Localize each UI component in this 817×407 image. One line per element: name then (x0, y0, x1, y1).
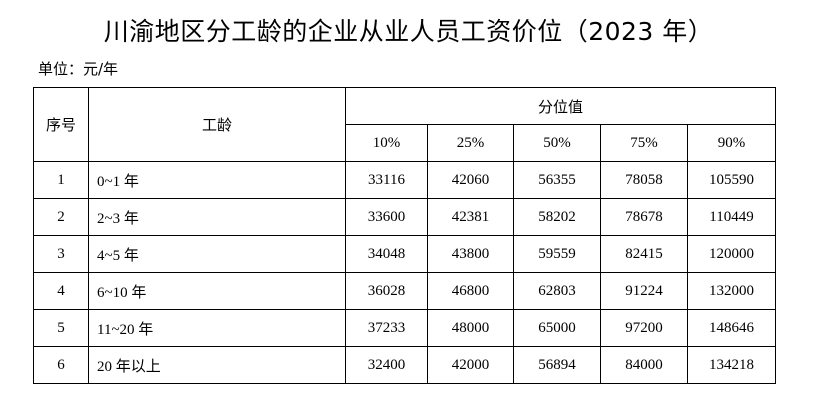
header-percentile: 75% (600, 124, 688, 162)
row-value: 43800 (427, 235, 514, 273)
row-value: 97200 (600, 309, 688, 347)
header-tenure: 工龄 (88, 87, 346, 162)
header-percentile: 50% (513, 124, 601, 162)
row-value: 36028 (345, 272, 428, 310)
row-value: 33600 (345, 198, 428, 236)
row-value: 59559 (513, 235, 601, 273)
header-percentile: 25% (427, 124, 514, 162)
table-row: 4 6~10 年 36028 46800 62803 91224 132000 (33, 272, 776, 310)
row-value: 34048 (345, 235, 428, 273)
wage-table: 序号 工龄 分位值 10% 25% 50% 75% 90% 1 0~1 年 33116 420… (33, 87, 776, 384)
row-tenure: 6~10 年 (88, 272, 346, 310)
row-value: 46800 (427, 272, 514, 310)
row-seq: 6 (33, 346, 89, 384)
row-value: 62803 (513, 272, 601, 310)
header-percentile: 90% (687, 124, 776, 162)
row-value: 48000 (427, 309, 514, 347)
row-value: 134218 (687, 346, 776, 384)
row-tenure: 4~5 年 (88, 235, 346, 273)
table-row: 3 4~5 年 34048 43800 59559 82415 120000 (33, 235, 776, 273)
row-value: 91224 (600, 272, 688, 310)
row-seq: 1 (33, 161, 89, 199)
row-value: 120000 (687, 235, 776, 273)
header-percentile-group: 分位值 (345, 87, 776, 125)
row-value: 82415 (600, 235, 688, 273)
row-value: 65000 (513, 309, 601, 347)
row-value: 37233 (345, 309, 428, 347)
row-value: 42000 (427, 346, 514, 384)
row-tenure: 2~3 年 (88, 198, 346, 236)
row-seq: 3 (33, 235, 89, 273)
row-tenure: 11~20 年 (88, 309, 346, 347)
row-value: 84000 (600, 346, 688, 384)
row-value: 58202 (513, 198, 601, 236)
row-value: 78678 (600, 198, 688, 236)
header-seq: 序号 (33, 87, 89, 162)
row-value: 33116 (345, 161, 428, 199)
row-value: 78058 (600, 161, 688, 199)
header-percentile: 10% (345, 124, 428, 162)
page-title: 川渝地区分工龄的企业从业人员工资价位（2023 年） (103, 17, 714, 46)
row-seq: 4 (33, 272, 89, 310)
table-row: 5 11~20 年 37233 48000 65000 97200 148646 (33, 309, 776, 347)
row-value: 42381 (427, 198, 514, 236)
row-tenure: 20 年以上 (88, 346, 346, 384)
table-row: 2 2~3 年 33600 42381 58202 78678 110449 (33, 198, 776, 236)
row-value: 132000 (687, 272, 776, 310)
row-value: 105590 (687, 161, 776, 199)
row-value: 56355 (513, 161, 601, 199)
unit-label: 单位：元/年 (38, 60, 119, 78)
row-value: 56894 (513, 346, 601, 384)
table-row: 6 20 年以上 32400 42000 56894 84000 134218 (33, 346, 776, 384)
table-row: 1 0~1 年 33116 42060 56355 78058 105590 (33, 161, 776, 199)
row-value: 110449 (687, 198, 776, 236)
row-seq: 5 (33, 309, 89, 347)
row-tenure: 0~1 年 (88, 161, 346, 199)
row-value: 148646 (687, 309, 776, 347)
row-seq: 2 (33, 198, 89, 236)
row-value: 32400 (345, 346, 428, 384)
row-value: 42060 (427, 161, 514, 199)
